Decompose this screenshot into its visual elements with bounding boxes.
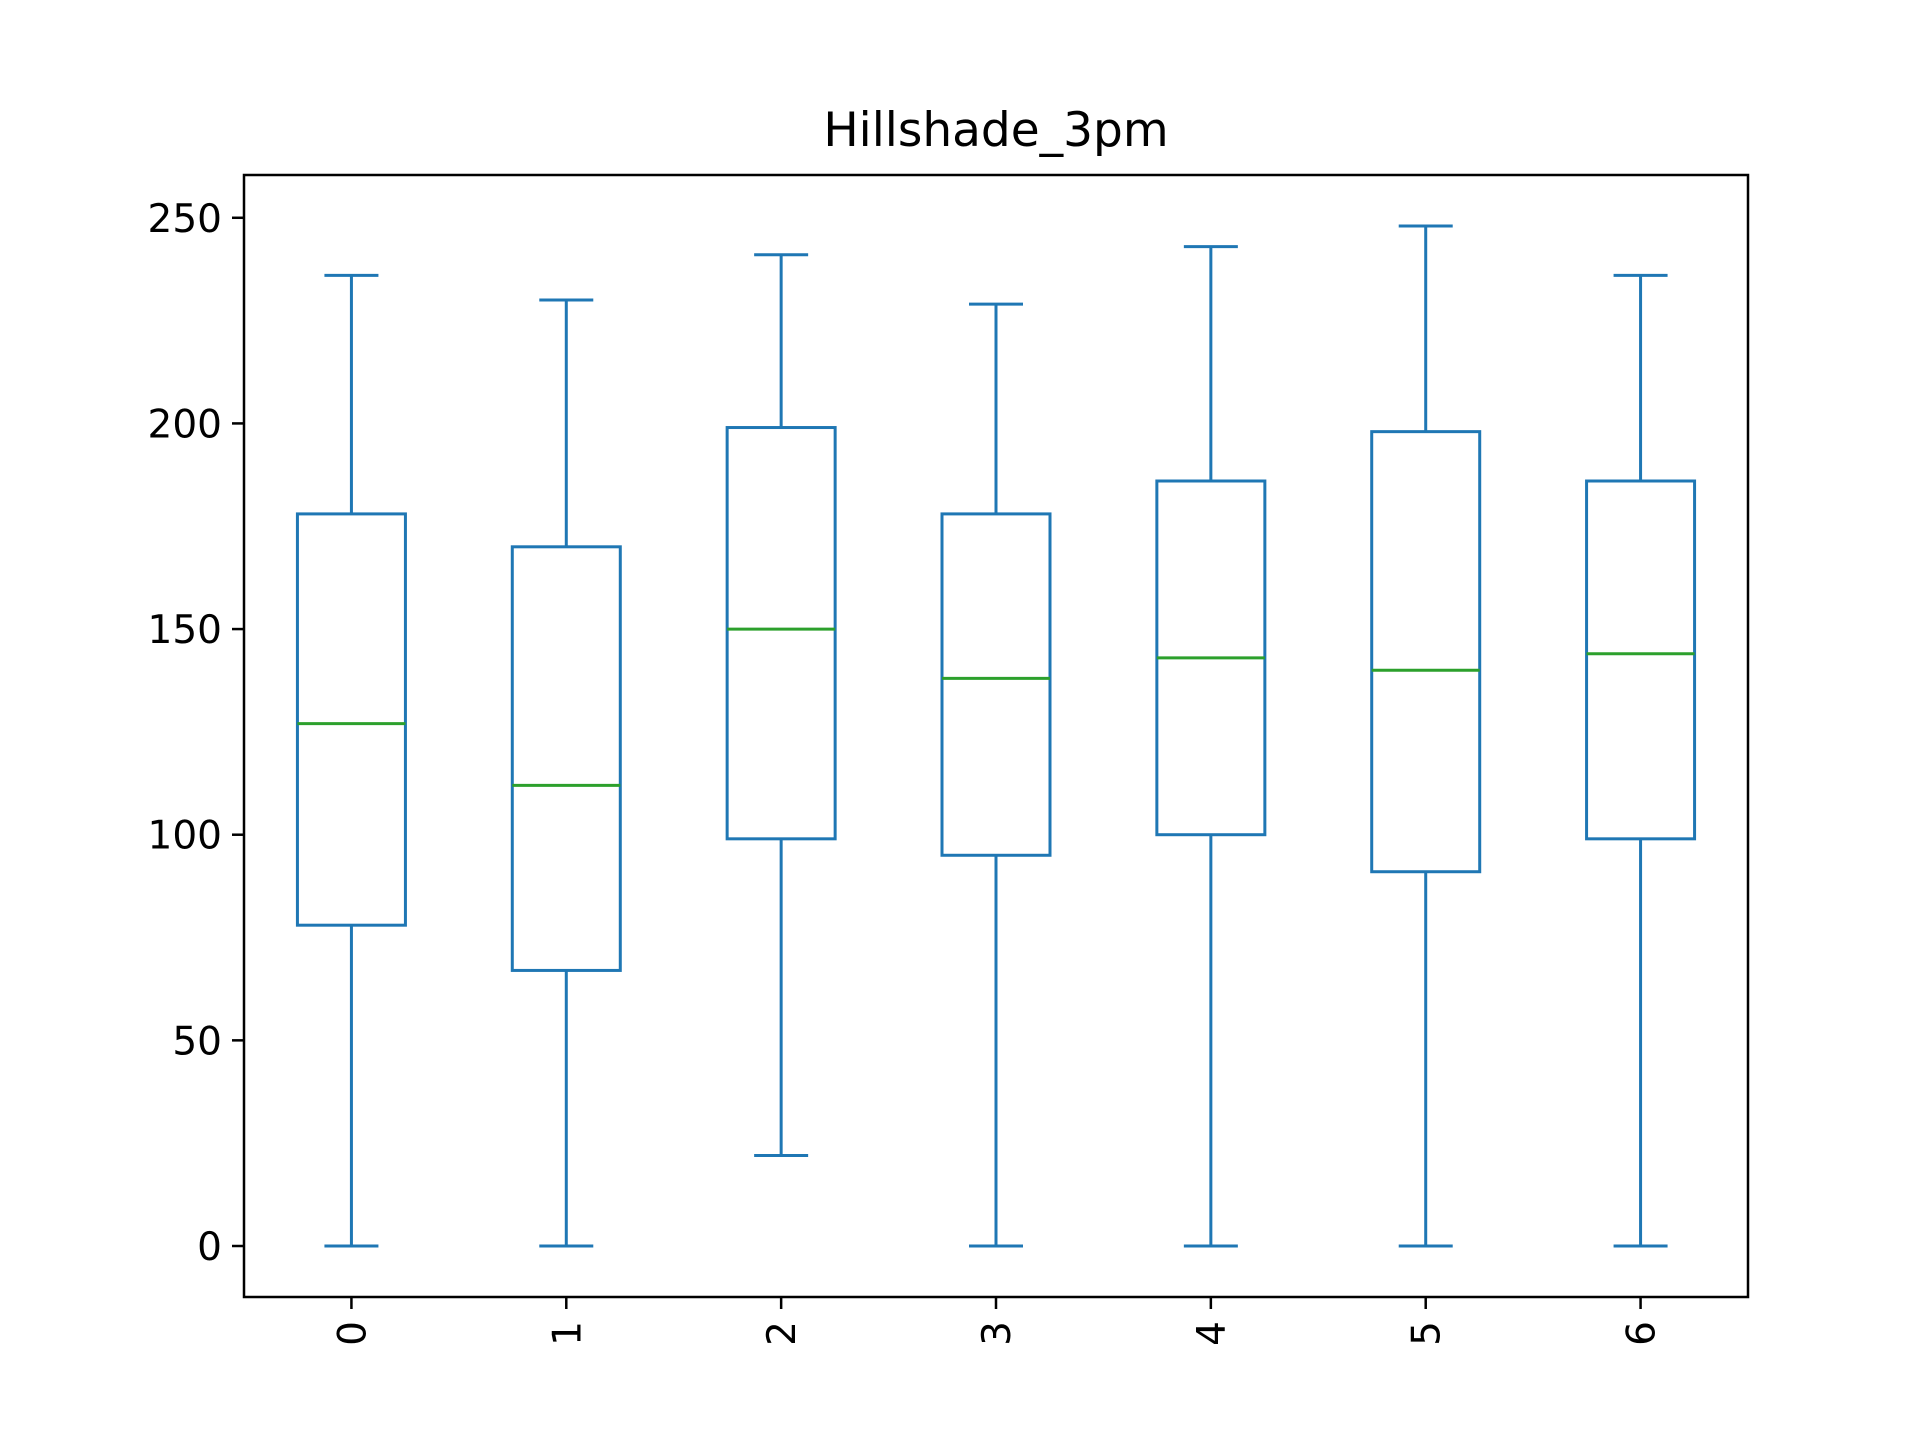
x-tick-label: 5 [1405,1321,1450,1346]
box-group-5 [1370,224,1482,1248]
box [1585,479,1697,841]
x-tick-label: 2 [760,1321,805,1346]
plot-area [295,224,1697,1248]
x-tick-label: 6 [1620,1321,1665,1346]
y-tick-label: 50 [172,1019,222,1064]
chart-title: Hillshade_3pm [823,103,1168,158]
box-group-4 [1155,245,1267,1248]
axes: 0 50 100 150 200 250 0 1 2 3 4 5 6 [148,173,1750,1346]
box [295,512,407,927]
x-tick-label: 3 [975,1321,1020,1346]
box [510,545,622,972]
y-tick-label: 100 [148,814,222,859]
box [1370,430,1482,874]
box-group-3 [940,302,1052,1248]
box-group-6 [1585,273,1697,1248]
x-tick-label: 1 [545,1321,590,1346]
box [940,512,1052,857]
y-tick-label: 150 [148,608,222,653]
box-group-0 [295,273,407,1248]
y-tick-label: 200 [148,402,222,447]
y-tick-label: 250 [148,197,222,242]
x-tick-label: 0 [330,1321,375,1346]
box-group-2 [725,253,837,1158]
x-tick-label: 4 [1190,1321,1235,1346]
box [725,426,837,841]
y-tick-label: 0 [197,1225,222,1270]
box-group-1 [510,298,622,1248]
